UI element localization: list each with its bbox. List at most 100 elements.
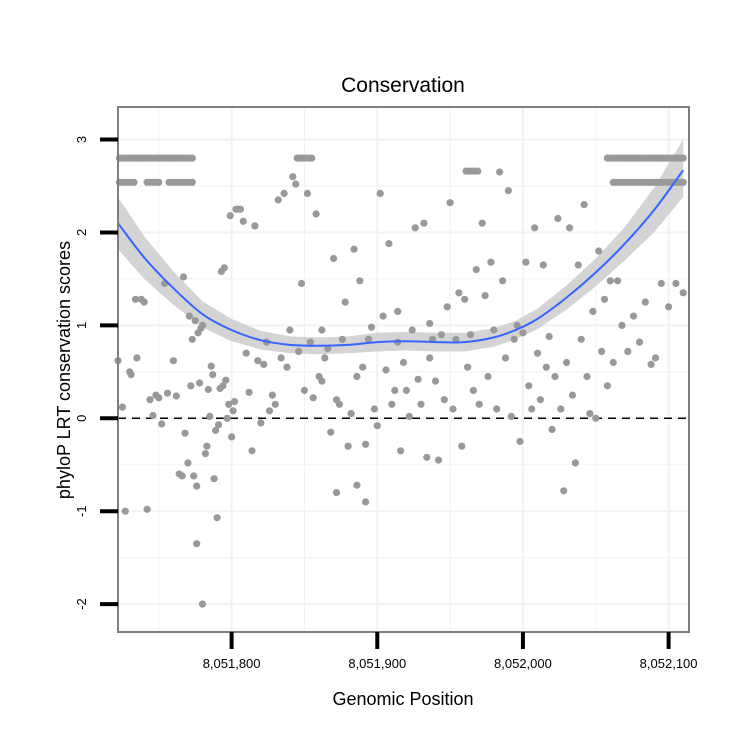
scatter-point — [118, 403, 126, 411]
scatter-point — [187, 382, 195, 390]
plot-frame — [117, 106, 690, 633]
scatter-point — [507, 412, 515, 420]
scatter-point — [193, 482, 201, 490]
scatter-point — [583, 372, 591, 381]
scatter-point — [300, 386, 308, 394]
scatter-point — [283, 363, 291, 371]
x-tick-label: 8,051,900 — [348, 656, 406, 671]
x-axis-label: Genomic Position — [332, 689, 473, 709]
scatter-point — [571, 459, 580, 467]
scatter-point — [531, 224, 539, 232]
scatter-point — [332, 489, 341, 497]
y-axis-label: phyloP LRT conservation scores — [54, 241, 74, 499]
scatter-point — [423, 453, 431, 461]
scatter-point — [405, 412, 413, 420]
x-tick-label: 8,052,000 — [494, 656, 552, 671]
scatter-point — [528, 405, 536, 413]
scatter-point — [496, 168, 504, 176]
scatter-point — [478, 219, 486, 227]
scatter-point — [563, 358, 571, 367]
scatter-point — [370, 405, 378, 413]
scatter-point — [580, 201, 588, 209]
scatter-point — [127, 371, 135, 379]
scatter-point — [560, 487, 568, 495]
scatter-point — [158, 420, 166, 428]
scatter-point — [353, 372, 361, 381]
scatter-point — [399, 358, 408, 367]
scatter-point — [214, 421, 223, 429]
scatter-point — [297, 279, 306, 288]
scatter-point — [303, 189, 311, 197]
scatter-point — [140, 298, 148, 306]
scatter-point — [373, 422, 381, 430]
x-tick-label: 8,051,800 — [203, 656, 261, 671]
scatter-point — [179, 273, 188, 281]
scatter-point — [566, 224, 574, 232]
scatter-point — [469, 386, 477, 394]
scatter-point — [426, 354, 434, 362]
scatter-point — [260, 360, 268, 368]
scatter-point — [657, 279, 665, 288]
scatter-point — [431, 377, 440, 385]
scatter-point — [213, 514, 221, 522]
scatter-point — [280, 189, 288, 197]
scatter-point — [220, 264, 228, 272]
scatter-point — [191, 317, 199, 325]
scatter-point — [414, 375, 422, 383]
scatter-point — [679, 289, 687, 297]
scatter-point — [155, 394, 163, 402]
scatter-point — [350, 245, 358, 253]
scatter-point — [268, 391, 276, 399]
scatter-point — [178, 472, 186, 480]
scatter-point — [356, 277, 364, 285]
scatter-point — [362, 498, 370, 506]
scatter-point — [574, 261, 582, 269]
scatter-point — [188, 154, 196, 162]
scatter-point — [586, 410, 594, 418]
scatter-point — [149, 411, 157, 420]
x-axis: 8,051,800 8,051,900 8,052,000 8,052,100 — [203, 632, 698, 671]
scatter-point — [519, 329, 527, 337]
scatter-point — [548, 425, 556, 433]
scatter-point — [379, 312, 387, 320]
scatter-point — [347, 410, 355, 418]
scatter-point — [289, 173, 297, 181]
chart-title: Conservation — [341, 74, 465, 97]
plot-background — [118, 107, 689, 632]
plot-panel — [114, 106, 690, 633]
scatter-point — [198, 321, 207, 329]
scatter-point — [324, 345, 332, 353]
scatter-point — [630, 312, 638, 320]
scatter-point — [206, 412, 214, 420]
scatter-point — [318, 326, 326, 334]
scatter-point — [504, 187, 512, 195]
scatter-point — [493, 405, 501, 413]
scatter-point — [603, 382, 612, 390]
scatter-point — [248, 447, 256, 455]
scatter-point — [222, 376, 230, 384]
scatter-point — [309, 394, 317, 402]
scatter-point — [641, 298, 649, 306]
scatter-point — [306, 338, 314, 346]
scatter-point — [308, 154, 316, 162]
scatter-point — [163, 389, 172, 397]
scatter-point — [172, 392, 180, 400]
scatter-point — [286, 326, 294, 334]
scatter-point — [353, 481, 361, 489]
scatter-point — [545, 332, 553, 341]
scatter-point — [402, 386, 410, 394]
scatter-point — [359, 363, 367, 371]
scatter-point — [207, 362, 215, 370]
scatter-point — [229, 407, 237, 415]
scatter-point — [522, 258, 530, 266]
scatter-point — [185, 312, 193, 320]
scatter-point — [417, 400, 425, 408]
scatter-point — [533, 349, 542, 357]
y-tick-label: 0 — [74, 415, 89, 422]
scatter-point — [292, 180, 300, 188]
scatter-point — [487, 258, 495, 266]
scatter-point — [321, 354, 329, 362]
scatter-point — [212, 426, 220, 434]
scatter-point — [481, 292, 489, 300]
scatter-point — [443, 303, 451, 311]
